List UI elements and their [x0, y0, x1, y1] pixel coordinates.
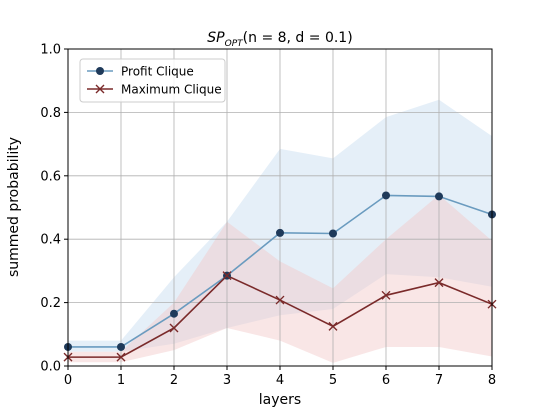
marker-maximum-clique-7 — [434, 278, 444, 288]
marker-maximum-clique-2 — [169, 323, 179, 333]
x-axis-ticks: 0 1 2 3 4 5 6 7 8 — [64, 366, 496, 388]
y-tick-label-5: 1.0 — [40, 43, 61, 58]
y-tick-label-4: 0.8 — [40, 106, 61, 121]
y-tick-label-0: 0.0 — [40, 360, 61, 375]
legend-box — [79, 58, 226, 103]
marker-maximum-clique-5 — [328, 321, 338, 331]
legend-entry-profit-clique: Profit Clique — [87, 65, 194, 79]
x-axis-label: layers — [259, 392, 301, 408]
x-tick-label-3: 3 — [223, 373, 231, 388]
legend-marker-profit-clique — [96, 67, 104, 75]
chart-title: SPOPT(n = 8, d = 0.1) — [207, 30, 352, 49]
legend-marker-maximum-clique — [95, 84, 105, 94]
series-markers — [63, 191, 497, 362]
y-tick-label-1: 0.2 — [40, 296, 61, 311]
marker-profit-clique-4 — [276, 228, 284, 237]
marker-maximum-clique-6 — [381, 290, 391, 300]
y-tick-label-2: 0.4 — [40, 233, 61, 248]
y-axis-ticks: 0.0 0.2 0.4 0.6 0.8 1.0 — [40, 43, 68, 375]
x-tick-label-0: 0 — [64, 373, 72, 388]
x-tick-label-7: 7 — [435, 373, 443, 388]
marker-profit-clique-5 — [329, 229, 337, 238]
x-tick-label-8: 8 — [488, 373, 496, 388]
marker-profit-clique-7 — [435, 192, 443, 201]
legend: Profit Clique Maximum Clique — [79, 58, 226, 103]
y-tick-label-3: 0.6 — [40, 169, 61, 184]
marker-profit-clique-6 — [382, 191, 390, 200]
marker-maximum-clique-4 — [275, 295, 285, 305]
chart-title-subscript: OPT — [225, 39, 245, 49]
legend-label-maximum-clique: Maximum Clique — [121, 83, 222, 97]
x-tick-label-1: 1 — [117, 373, 125, 388]
x-tick-label-5: 5 — [329, 373, 337, 388]
legend-entry-maximum-clique: Maximum Clique — [87, 83, 222, 97]
y-axis-label: summed probability — [6, 137, 22, 277]
marker-maximum-clique-3 — [222, 271, 232, 281]
marker-profit-clique-1 — [117, 342, 125, 351]
chart-title-rest: (n = 8, d = 0.1) — [243, 30, 353, 46]
marker-maximum-clique-1 — [116, 352, 126, 362]
marker-profit-clique-2 — [170, 309, 178, 318]
x-tick-label-6: 6 — [382, 373, 390, 388]
legend-label-profit-clique: Profit Clique — [121, 65, 194, 79]
x-tick-label-2: 2 — [170, 373, 178, 388]
chart-title-main: SP — [207, 30, 225, 46]
x-tick-label-4: 4 — [276, 373, 284, 388]
